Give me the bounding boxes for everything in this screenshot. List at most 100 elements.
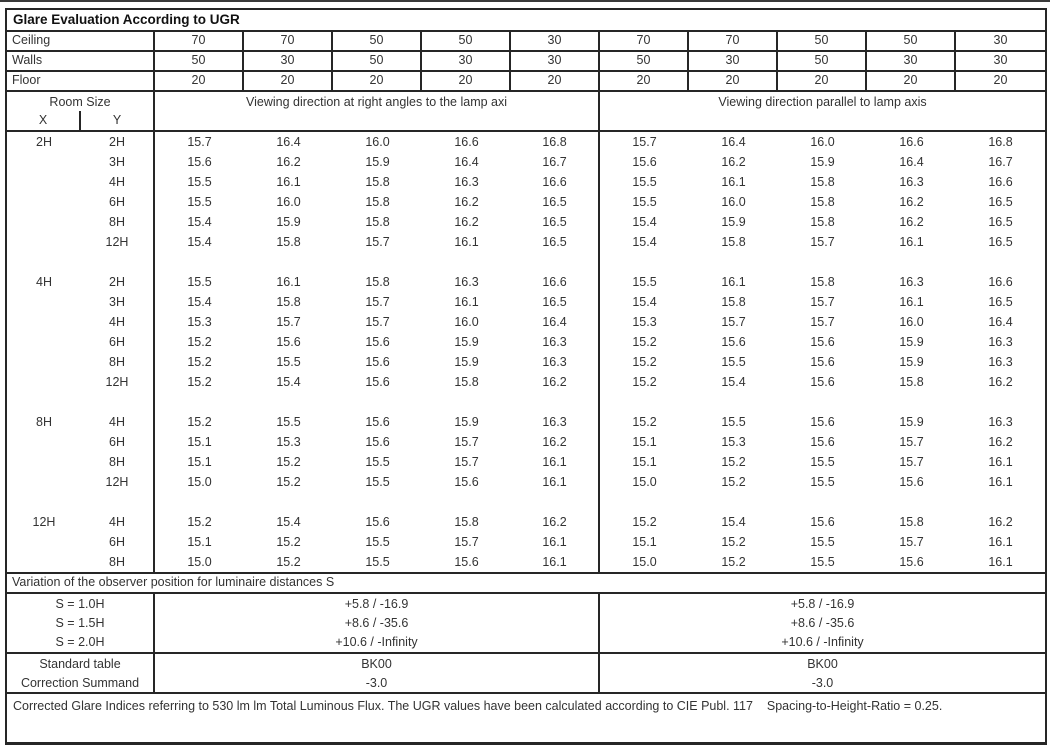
ugr-value: 15.6 — [454, 475, 479, 489]
ugr-value: 15.8 — [454, 375, 479, 389]
ugr-value: 15.2 — [276, 475, 301, 489]
ugr-value: 16.4 — [721, 135, 746, 149]
ugr-value — [511, 252, 600, 272]
ugr-value — [333, 392, 422, 412]
room-y-value: 12H — [81, 232, 155, 252]
ugr-value: 15.6 — [810, 335, 835, 349]
ugr-value: 15.2 — [187, 355, 212, 369]
ugr-value: 15.6 — [810, 435, 835, 449]
ugr-value: 16.3 — [511, 352, 600, 372]
ugr-value: 15.6 — [899, 475, 924, 489]
surface-value: 20 — [155, 72, 244, 90]
ugr-value: 16.3 — [454, 175, 479, 189]
ugr-value: 15.8 — [276, 235, 301, 249]
ugr-value — [244, 492, 333, 512]
variation-row-label: S = 1.0H — [7, 594, 155, 614]
ugr-value: 16.6 — [988, 175, 1013, 189]
summary-row: Standard table BK00 BK00 — [7, 654, 1045, 673]
surface-value: 70 — [600, 32, 689, 50]
ugr-value: 15.5 — [721, 355, 746, 369]
ugr-value: 16.6 — [899, 135, 924, 149]
room-y-value: 12H — [81, 372, 155, 392]
ugr-value: 15.7 — [454, 535, 479, 549]
ugr-value: 16.5 — [511, 192, 600, 212]
room-x-value — [7, 452, 81, 472]
ugr-value: 15.0 — [187, 475, 212, 489]
ugr-value: 15.6 — [365, 375, 390, 389]
ugr-value: 15.2 — [632, 515, 657, 529]
surface-value: 50 — [333, 52, 422, 70]
ugr-value: 15.1 — [187, 435, 212, 449]
room-x-value — [7, 292, 81, 312]
room-y-value: 6H — [81, 532, 155, 552]
room-y-value: 4H — [81, 512, 155, 532]
ugr-value — [867, 252, 956, 272]
ugr-value: 15.7 — [276, 315, 301, 329]
variation-row: S = 2.0H +10.6 / -Infinity +10.6 / -Infini… — [7, 632, 1045, 652]
ugr-value: 15.0 — [632, 475, 657, 489]
variation-row-value-left: +10.6 / -Infinity — [155, 632, 600, 652]
table-row: 8H 15.4 15.9 15.8 16.2 16.5 15.4 15.9 15.8 16.2 16… — [7, 212, 1045, 232]
ugr-value: 15.9 — [454, 415, 479, 429]
ugr-value: 16.6 — [454, 135, 479, 149]
table-row: 4H 2H 15.5 16.1 15.8 16.3 16.6 15.5 16.1 15.8 16.3… — [7, 272, 1045, 292]
ugr-value: 15.2 — [721, 475, 746, 489]
ugr-value: 15.5 — [365, 535, 390, 549]
surface-value: 20 — [333, 72, 422, 90]
ugr-value: 15.8 — [276, 295, 301, 309]
ugr-value — [600, 252, 689, 272]
room-x-value — [7, 492, 81, 512]
ugr-value: 15.6 — [454, 555, 479, 569]
surface-value: 50 — [867, 32, 956, 50]
ugr-value: 15.5 — [721, 415, 746, 429]
summary-row-value-left: -3.0 — [155, 673, 600, 692]
ugr-value: 16.1 — [511, 452, 600, 472]
ugr-value: 15.5 — [187, 275, 212, 289]
table-row: 8H 15.0 15.2 15.5 15.6 16.1 15.0 15.2 15.5 15.6 16… — [7, 552, 1045, 572]
ugr-value: 15.6 — [810, 515, 835, 529]
ugr-value: 15.2 — [632, 335, 657, 349]
ugr-value: 16.1 — [276, 175, 301, 189]
ugr-value: 15.0 — [632, 555, 657, 569]
ugr-value — [600, 392, 689, 412]
ugr-value: 16.7 — [511, 152, 600, 172]
ugr-value: 15.7 — [810, 315, 835, 329]
table-row: 12H 15.4 15.8 15.7 16.1 16.5 15.4 15.8 15.7 16.1 1… — [7, 232, 1045, 252]
ugr-value: 15.4 — [632, 215, 657, 229]
room-x-value — [7, 432, 81, 452]
ugr-table: Glare Evaluation According to UGR Ceilin… — [5, 8, 1047, 745]
room-y-value: 3H — [81, 152, 155, 172]
surface-value: 70 — [244, 32, 333, 50]
ugr-value: 15.7 — [721, 315, 746, 329]
room-y-value: 3H — [81, 292, 155, 312]
table-row: 6H 15.5 16.0 15.8 16.2 16.5 15.5 16.0 15.8 16.2 16… — [7, 192, 1045, 212]
surface-value: 50 — [422, 32, 511, 50]
surface-value: 20 — [993, 73, 1008, 87]
ugr-value — [155, 392, 244, 412]
room-y-value — [81, 392, 155, 412]
ugr-value: 16.5 — [511, 292, 600, 312]
ugr-value — [778, 492, 867, 512]
ugr-value: 16.2 — [721, 155, 746, 169]
summary-row-label: Standard table — [7, 654, 155, 673]
surface-rows: Ceiling 70 70 50 50 30 70 70 50 50 30 Walls 50 30 50 30… — [7, 32, 1045, 92]
ugr-value: 16.5 — [988, 215, 1013, 229]
ugr-value: 15.5 — [276, 415, 301, 429]
ugr-value: 16.3 — [988, 355, 1013, 369]
room-x-value: 2H — [36, 135, 52, 149]
room-x-value — [7, 472, 81, 492]
room-x-value — [7, 552, 81, 572]
room-x-value — [7, 352, 81, 372]
observer-variation-heading: Variation of the observer position for l… — [7, 574, 1045, 594]
ugr-value: 15.8 — [721, 235, 746, 249]
ugr-value: 16.7 — [988, 155, 1013, 169]
surface-value: 20 — [511, 72, 600, 90]
ugr-value: 15.4 — [187, 235, 212, 249]
ugr-value: 15.9 — [365, 155, 390, 169]
ugr-value: 15.8 — [810, 275, 835, 289]
ugr-value: 16.3 — [511, 332, 600, 352]
ugr-value: 15.9 — [899, 335, 924, 349]
room-y-value: 4H — [81, 172, 155, 192]
surface-value: 30 — [993, 33, 1008, 47]
table-row — [7, 492, 1045, 512]
